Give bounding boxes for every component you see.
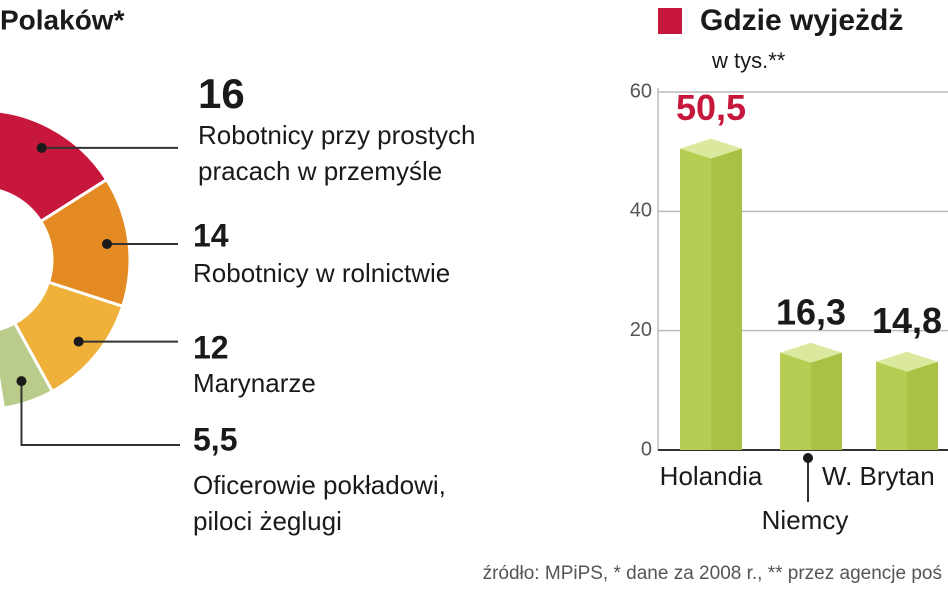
bar-top (680, 138, 742, 159)
value-label: 12 (193, 329, 229, 365)
value-label: 14 (193, 217, 229, 253)
donut-slice (0, 321, 55, 410)
category-label: Robotnicy przy prostych pracach w przemyś… (198, 120, 475, 186)
value-label: 16,3 (776, 291, 846, 332)
value-label: 16 (198, 70, 245, 117)
y-tick-label: 40 (630, 200, 652, 222)
value-label: 14,8 (872, 300, 942, 341)
bar-side (711, 148, 742, 450)
donut-title: Polaków* (0, 4, 125, 35)
bar-title: Gdzie wyjeżdż (700, 4, 903, 37)
x-tick-label: Niemcy (762, 505, 849, 535)
y-tick-label: 60 (630, 80, 652, 102)
bar-top (780, 342, 842, 363)
bar-subtitle: w tys.** (711, 48, 786, 73)
category-dot (803, 453, 813, 463)
legend-swatch (658, 8, 682, 34)
leader-dot (101, 238, 112, 249)
value-label: 5,5 (193, 421, 237, 457)
leader-dot (16, 376, 27, 387)
x-tick-label: Holandia (660, 461, 763, 491)
category-label: Robotnicy w rolnictwie (193, 258, 450, 288)
y-tick-label: 0 (641, 438, 652, 460)
leader-dot (36, 142, 47, 153)
category-label: Oficerowie pokładowi, piloci żeglugi (193, 470, 446, 536)
bar-top (876, 351, 938, 372)
x-tick-label: W. Brytan (822, 461, 935, 491)
y-tick-label: 20 (630, 319, 652, 341)
source-note: źródło: MPiPS, * dane za 2008 r., ** prz… (483, 563, 942, 584)
value-label: 50,5 (676, 87, 746, 128)
bar-side (811, 352, 842, 450)
leader-dot (73, 336, 84, 347)
leader-line (20, 381, 180, 446)
category-label: Marynarze (193, 368, 316, 398)
bar-side (907, 361, 938, 450)
